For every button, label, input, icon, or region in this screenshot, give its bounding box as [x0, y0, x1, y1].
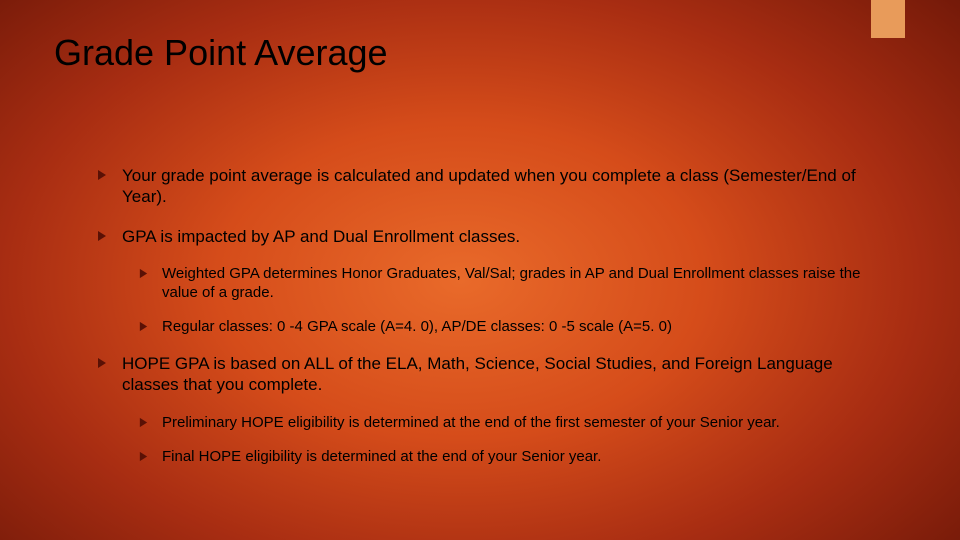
bullet-group: HOPE GPA is based on ALL of the ELA, Mat…: [96, 353, 890, 467]
accent-bar: [871, 0, 905, 38]
bullet-l1: Your grade point average is calculated a…: [96, 165, 890, 208]
bullet-arrow-icon: [138, 451, 149, 462]
bullet-l2: Regular classes: 0 -4 GPA scale (A=4. 0)…: [138, 318, 890, 337]
bullet-l1: GPA is impacted by AP and Dual Enrollmen…: [96, 226, 890, 247]
bullet-group: Your grade point average is calculated a…: [96, 165, 890, 208]
bullet-arrow-icon: [138, 321, 149, 332]
bullet-text: Regular classes: 0 -4 GPA scale (A=4. 0)…: [162, 318, 672, 337]
bullet-l2: Final HOPE eligibility is determined at …: [138, 448, 890, 467]
bullet-arrow-icon: [96, 230, 108, 242]
bullet-text: HOPE GPA is based on ALL of the ELA, Mat…: [122, 353, 890, 396]
bullet-arrow-icon: [138, 417, 149, 428]
bullet-group: GPA is impacted by AP and Dual Enrollmen…: [96, 226, 890, 338]
slide-title: Grade Point Average: [54, 32, 388, 74]
slide-content: Your grade point average is calculated a…: [96, 165, 890, 483]
bullet-arrow-icon: [138, 268, 149, 279]
slide: Grade Point Average Your grade point ave…: [0, 0, 960, 540]
bullet-text: Weighted GPA determines Honor Graduates,…: [162, 265, 890, 303]
bullet-text: Your grade point average is calculated a…: [122, 165, 890, 208]
bullet-text: GPA is impacted by AP and Dual Enrollmen…: [122, 226, 520, 247]
bullet-text: Preliminary HOPE eligibility is determin…: [162, 414, 780, 433]
bullet-l1: HOPE GPA is based on ALL of the ELA, Mat…: [96, 353, 890, 396]
bullet-arrow-icon: [96, 169, 108, 181]
bullet-l2: Weighted GPA determines Honor Graduates,…: [138, 265, 890, 303]
bullet-l2: Preliminary HOPE eligibility is determin…: [138, 414, 890, 433]
bullet-arrow-icon: [96, 357, 108, 369]
bullet-text: Final HOPE eligibility is determined at …: [162, 448, 601, 467]
